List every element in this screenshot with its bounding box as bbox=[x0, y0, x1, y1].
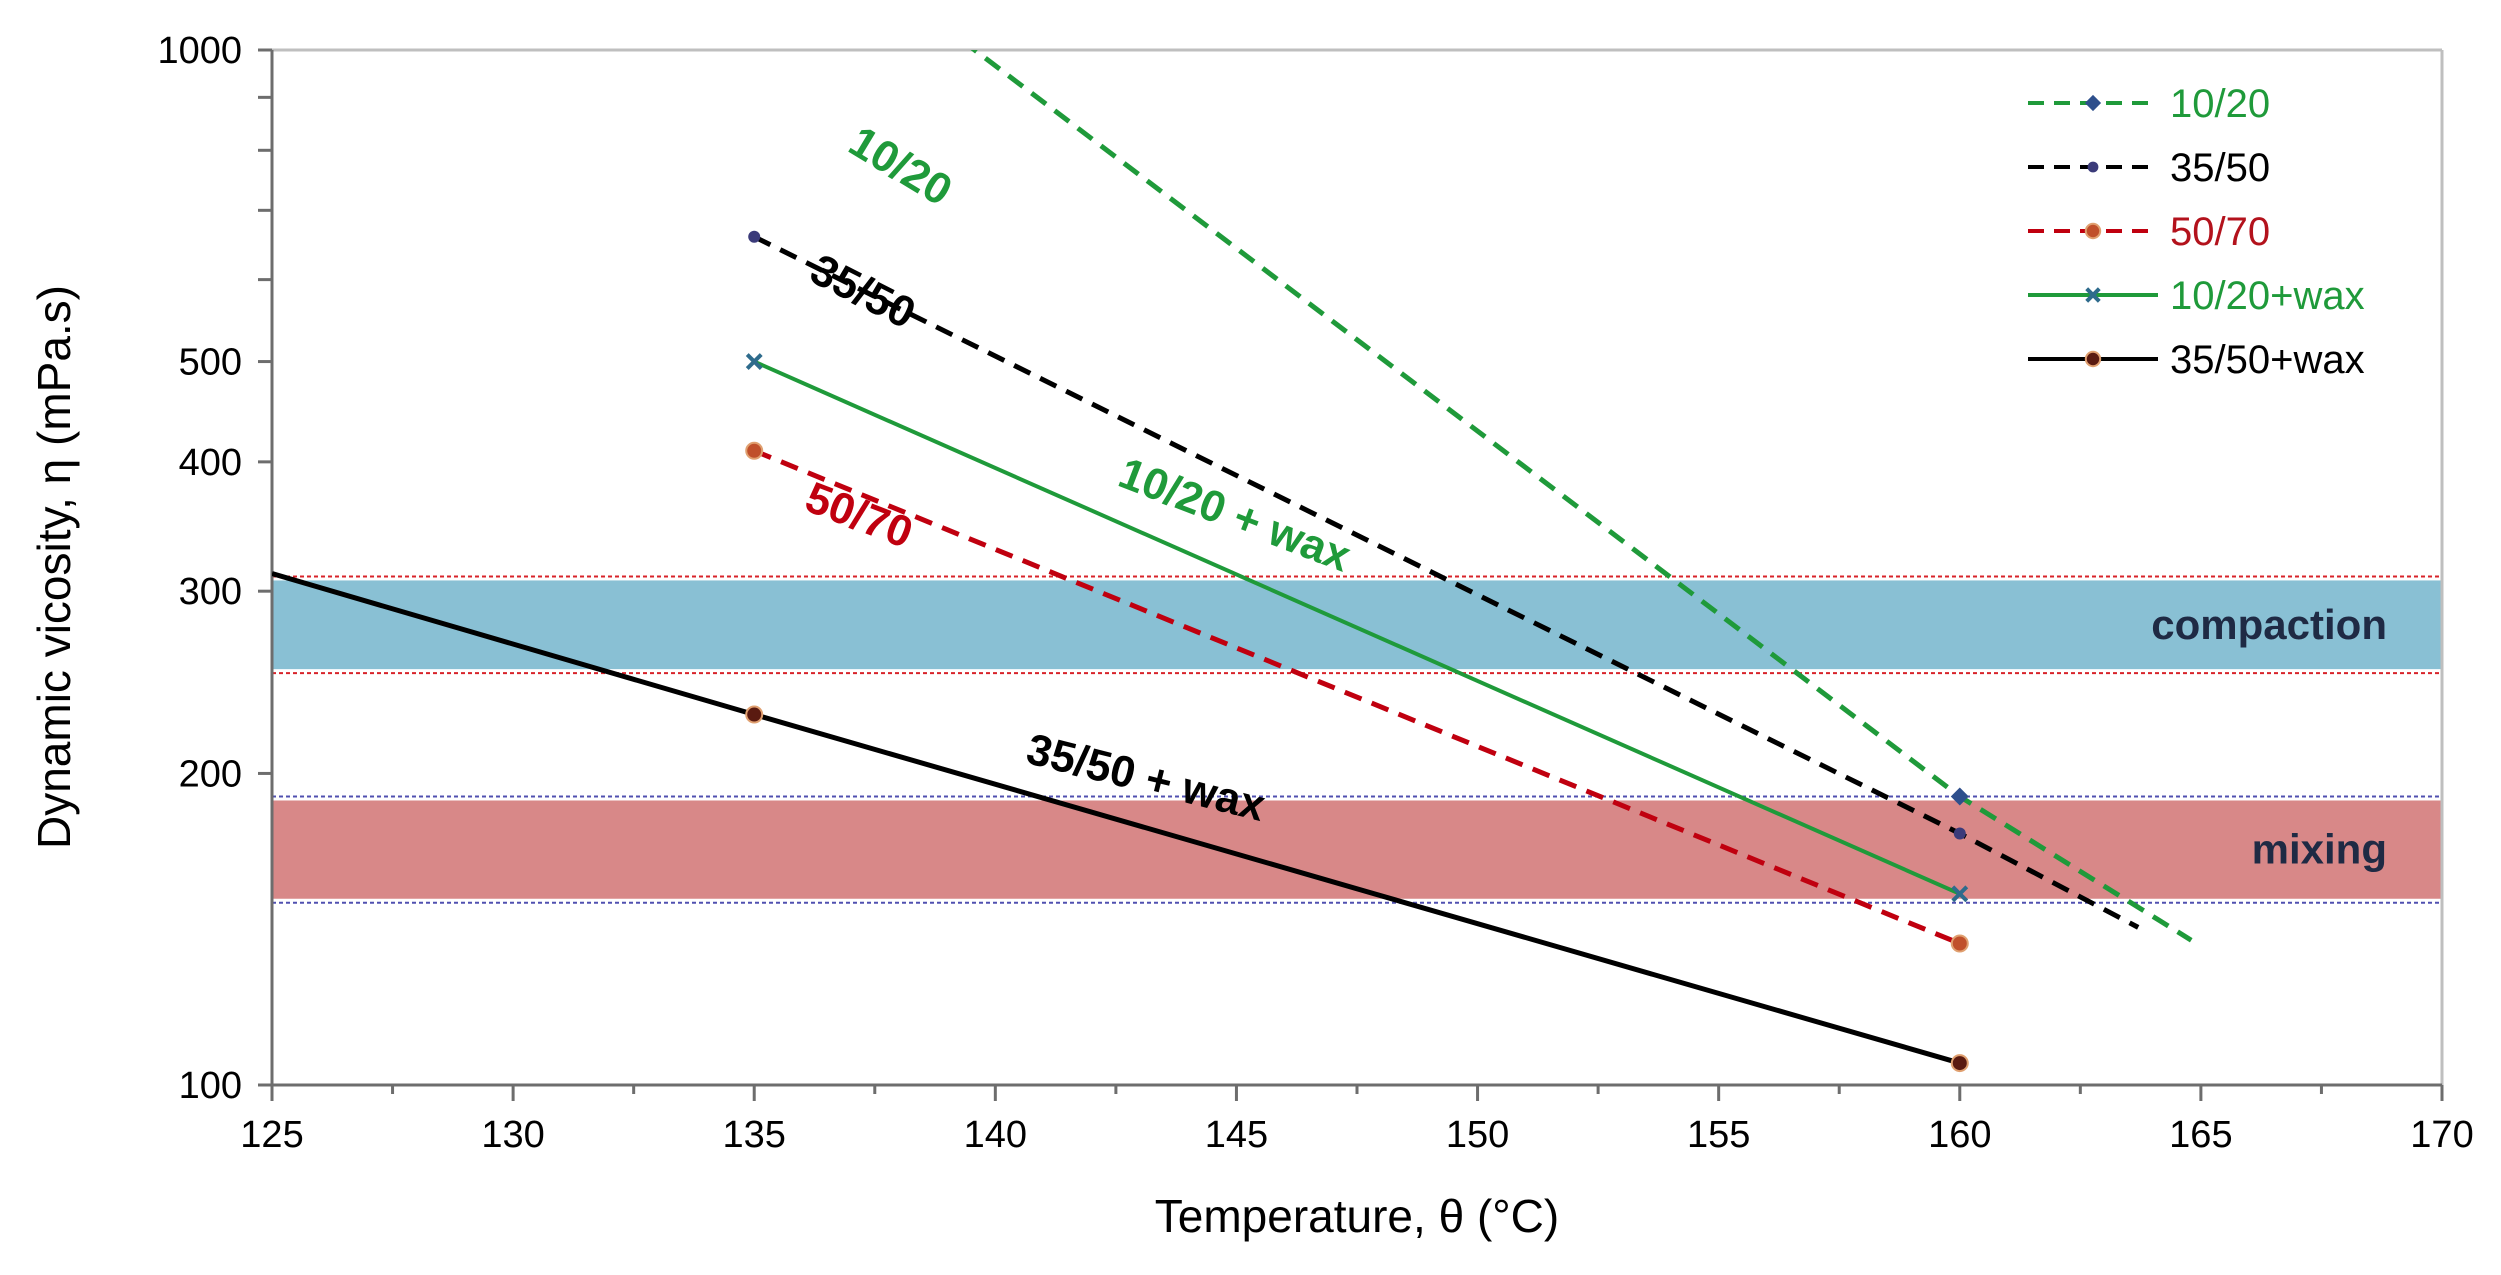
marker-layer bbox=[745, 230, 1969, 1073]
annotation-10-20: 10/20 bbox=[841, 117, 961, 216]
legend: 10/20 35/50 50/70 10/20+wax 35/50+wax bbox=[2028, 82, 2365, 382]
data-point-35-50 bbox=[1953, 827, 1966, 840]
y-tick-label: 200 bbox=[179, 753, 242, 795]
y-tick-label: 300 bbox=[179, 571, 242, 613]
data-point-35-50-wax bbox=[1950, 1054, 1969, 1073]
annotation-50-70: 50/70 bbox=[799, 473, 919, 558]
data-point-35-50 bbox=[748, 230, 761, 243]
legend-marker-10-20-wax bbox=[2085, 287, 2101, 303]
y-tick-label: 100 bbox=[179, 1065, 242, 1107]
legend-marker-35-50-wax bbox=[2084, 350, 2102, 368]
x-tick-label: 170 bbox=[2410, 1114, 2473, 1156]
x-tick-label: 125 bbox=[240, 1114, 303, 1156]
x-tick-label: 155 bbox=[1687, 1114, 1750, 1156]
x-axis-title: Temperature, θ (°C) bbox=[1155, 1190, 1559, 1242]
legend-marker-50-70 bbox=[2084, 222, 2102, 240]
x-tick-label: 165 bbox=[2169, 1114, 2232, 1156]
band-mixing bbox=[272, 800, 2442, 899]
x-tick-label: 130 bbox=[481, 1114, 544, 1156]
legend-label-10-20: 10/20 bbox=[2170, 82, 2270, 126]
legend-label-10-20-wax: 10/20+wax bbox=[2170, 274, 2365, 318]
legend-marker-10-20 bbox=[2084, 94, 2102, 112]
legend-marker-35-50 bbox=[2087, 161, 2099, 173]
series-line-10-20 bbox=[970, 50, 2193, 943]
y-axis-title: Dynamic vicosity, η (mPa.s) bbox=[28, 285, 80, 849]
x-tick-label: 140 bbox=[964, 1114, 1027, 1156]
series-line-50-70 bbox=[753, 448, 1961, 946]
series-line-10-20-wax bbox=[753, 359, 1961, 896]
legend-label-35-50-wax: 35/50+wax bbox=[2170, 338, 2365, 382]
y-tick-label: 1000 bbox=[157, 30, 242, 72]
axis-frame bbox=[258, 48, 2444, 1101]
data-point-10-20 bbox=[1950, 787, 1969, 806]
band-layer: compaction mixing bbox=[272, 575, 2442, 904]
data-point-50-70 bbox=[745, 441, 764, 460]
data-point-50-70 bbox=[1950, 934, 1969, 953]
data-point-10-20-wax bbox=[1951, 885, 1969, 903]
x-tick-label: 145 bbox=[1205, 1114, 1268, 1156]
annotation-35-50: 35/50 bbox=[803, 245, 923, 339]
data-point-10-20-wax bbox=[745, 353, 763, 370]
x-tick-label: 160 bbox=[1928, 1114, 1991, 1156]
legend-label-35-50: 35/50 bbox=[2170, 146, 2270, 190]
x-tick-label: 135 bbox=[723, 1114, 786, 1156]
data-point-35-50-wax bbox=[745, 705, 764, 724]
band-compaction bbox=[272, 580, 2442, 670]
x-tick-label: 150 bbox=[1446, 1114, 1509, 1156]
tick-label-layer: 125 130 135 140 145 150 155 160 165 170 100 200 300 4… bbox=[157, 30, 2473, 1156]
y-tick-label: 400 bbox=[179, 442, 242, 484]
band-label-compaction: compaction bbox=[2151, 601, 2387, 648]
y-tick-label: 500 bbox=[179, 342, 242, 384]
annotation-10-20-wax: 10/20 + wax bbox=[1112, 449, 1357, 582]
band-label-mixing: mixing bbox=[2252, 826, 2387, 873]
legend-label-50-70: 50/70 bbox=[2170, 210, 2270, 254]
